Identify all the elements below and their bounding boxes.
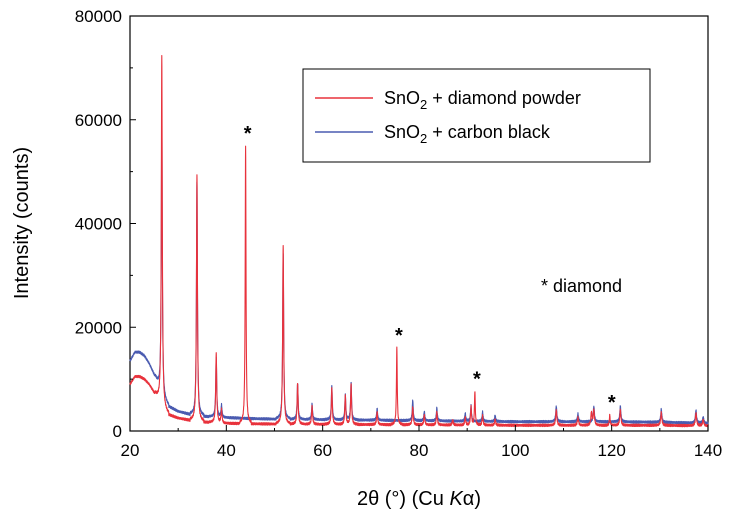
x-tick-label: 100	[501, 441, 529, 460]
x-tick-label: 40	[217, 441, 236, 460]
diamond-peak-star: *	[395, 325, 403, 347]
y-tick-label: 60000	[75, 111, 122, 130]
legend-label-carbon-black: SnO2 + carbon black	[384, 122, 551, 146]
series-line-carbon-black	[129, 113, 709, 425]
x-axis-title: 2θ (°) (Cu Kα)	[357, 488, 481, 510]
x-tick-label: 80	[410, 441, 429, 460]
diamond-annotation: * diamond	[541, 276, 622, 296]
x-tick-label: 140	[694, 441, 722, 460]
y-axis-title: Intensity (counts)	[11, 147, 33, 299]
y-tick-label: 20000	[75, 318, 122, 337]
x-tick-label: 60	[313, 441, 332, 460]
y-tick-label: 40000	[75, 215, 122, 234]
diamond-peak-star: *	[608, 392, 616, 414]
x-tick-label: 20	[121, 441, 140, 460]
legend-box	[302, 68, 651, 163]
y-tick-label: 0	[113, 422, 122, 441]
diamond-peak-star: *	[473, 368, 481, 390]
y-tick-label: 80000	[75, 7, 122, 26]
x-tick-label: 120	[597, 441, 625, 460]
series-lines	[129, 54, 709, 428]
x-axis-ticks: 20 40 60 80 100 120 140	[121, 425, 722, 460]
y-axis-ticks: 0 20000 40000 60000 80000	[75, 7, 136, 441]
legend: SnO2 + diamond powder SnO2 + carbon blac…	[302, 68, 651, 163]
series-line-diamond-powder	[129, 54, 709, 428]
diamond-peak-star: *	[244, 123, 252, 145]
diamond-peak-markers: * * * *	[244, 123, 616, 414]
legend-label-diamond-powder: SnO2 + diamond powder	[384, 88, 581, 112]
